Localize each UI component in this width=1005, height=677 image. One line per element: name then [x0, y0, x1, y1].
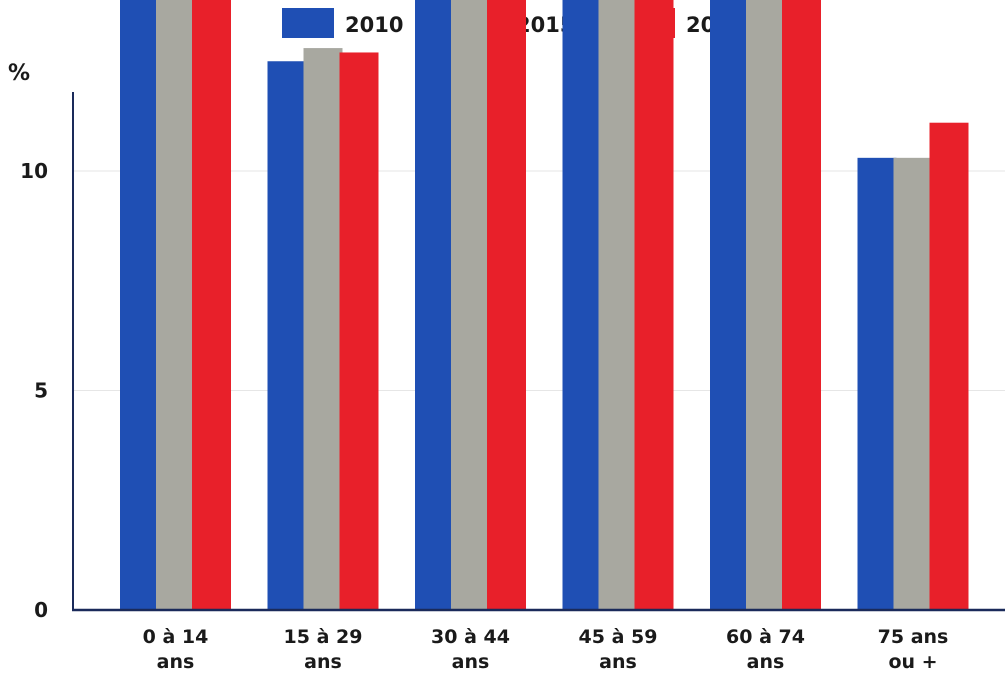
legend-label-2010: 2010	[345, 13, 403, 37]
bar-2021-5	[929, 122, 969, 611]
x-category-label: ans	[157, 651, 195, 673]
x-category-label: ans	[452, 651, 490, 673]
x-category-label: ans	[304, 651, 342, 673]
bar-2010-3	[562, 0, 602, 611]
bar-2015-0	[156, 0, 195, 610]
bar-2021-4	[782, 0, 821, 610]
y-axis-ticks: 05101520	[20, 159, 48, 622]
y-tick-label: 0	[34, 598, 48, 622]
x-category-label: 0 à 14	[143, 626, 209, 648]
bar-2010-4	[710, 0, 749, 610]
bar-2021-0	[192, 0, 231, 610]
bar-2010-5	[857, 157, 897, 610]
x-category-label: ans	[747, 651, 785, 673]
x-category-label: ans	[599, 651, 637, 673]
bars	[120, 0, 969, 611]
x-category-label: 15 à 29	[284, 626, 363, 648]
bar-2015-4	[746, 0, 785, 610]
bar-2021-3	[634, 0, 674, 610]
x-category-label: 60 à 74	[726, 626, 805, 648]
bar-2010-1	[267, 61, 307, 610]
bar-2021-2	[487, 0, 526, 610]
y-tick-label: 5	[34, 379, 48, 403]
x-category-label: ou +	[888, 651, 937, 673]
bar-2010-0	[120, 0, 159, 610]
y-axis-unit-label: %	[8, 61, 30, 86]
bar-2015-1	[303, 48, 343, 610]
x-category-label: 45 à 59	[579, 626, 658, 648]
y-tick-label: 10	[20, 159, 48, 183]
legend-swatch-2010	[282, 8, 334, 38]
bar-2015-5	[893, 157, 933, 610]
bar-2021-1	[339, 52, 379, 611]
x-category-label: 30 à 44	[431, 626, 510, 648]
bar-2015-3	[598, 0, 638, 610]
bar-2010-2	[415, 0, 454, 610]
bar-2015-2	[451, 0, 490, 610]
x-axis-labels: 0 à 14 ans 15 à 29 ans 30 à 44 ans 45 à 59 ans 6…	[143, 626, 949, 673]
x-category-label: 75 ans	[878, 626, 949, 648]
